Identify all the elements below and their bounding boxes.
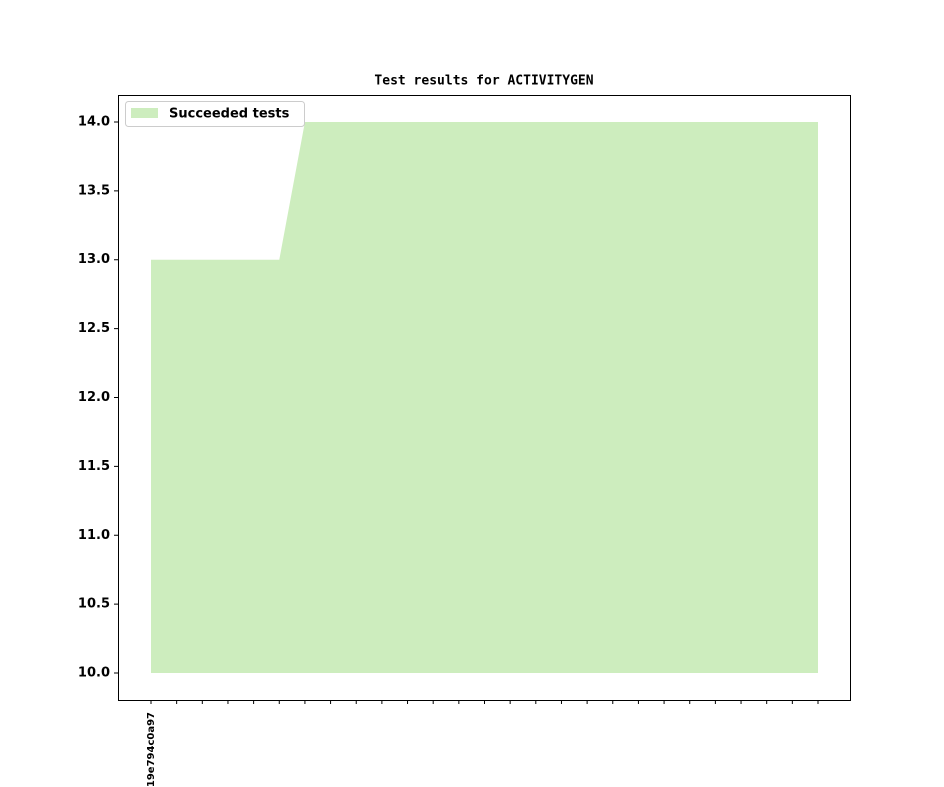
legend-box [125, 101, 305, 127]
y-tick-label: 11.0 [78, 528, 110, 543]
y-tick-label: 10.5 [78, 597, 110, 612]
y-tick-label: 13.5 [78, 183, 110, 198]
y-tick-label: 10.0 [78, 666, 110, 681]
y-tick-label: 11.5 [78, 459, 110, 474]
y-tick-label: 12.5 [78, 321, 110, 336]
legend-swatch [131, 108, 158, 118]
y-tick-label: 14.0 [78, 114, 110, 129]
legend-label: Succeeded tests [169, 107, 290, 122]
y-tick-label: 13.0 [78, 252, 110, 267]
legend: Succeeded tests [125, 101, 305, 127]
area [151, 121, 818, 674]
chart-title: Test results for ACTIVITYGEN [374, 74, 593, 89]
plot-area [151, 121, 818, 674]
x-tick-label: 19e794c0a97 [146, 712, 157, 787]
y-tick-label: 12.0 [78, 390, 110, 405]
